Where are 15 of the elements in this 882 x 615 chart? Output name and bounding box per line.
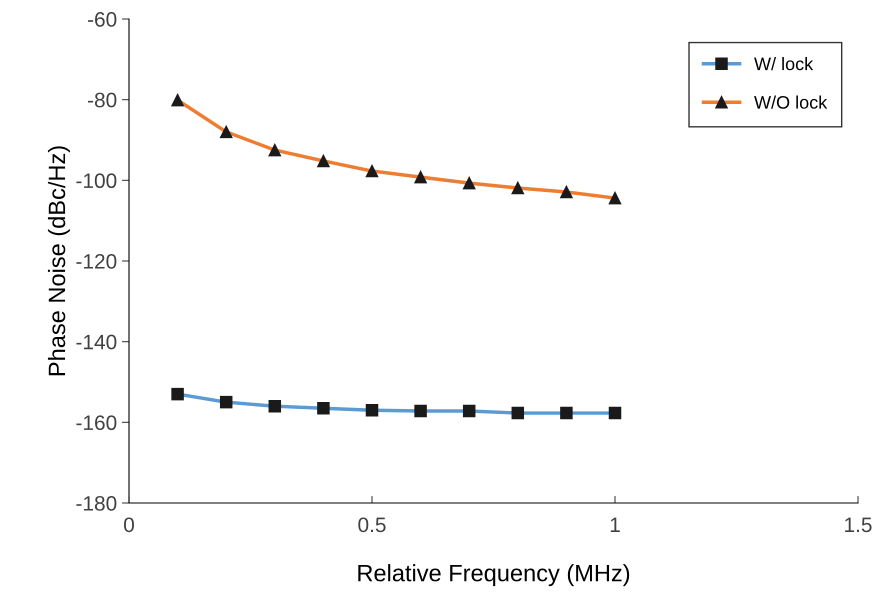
y-tick-label: -80: [88, 92, 116, 108]
x-tick-label: 1: [610, 518, 620, 532]
y-tick-label: -140: [76, 334, 116, 350]
y-tick-label: -60: [88, 12, 116, 27]
legend-label: W/ lock: [754, 56, 814, 70]
x-tick-label: 0.5: [358, 517, 386, 532]
y-tick-label: -160: [76, 415, 116, 430]
legend-label: W/O lock: [754, 95, 828, 109]
x-axis-title: Relative Frequency (MHz): [358, 564, 630, 586]
x-tick-label: 1.5: [845, 518, 872, 532]
y-tick-label: -120: [76, 254, 116, 269]
y-tick-label: -180: [76, 496, 116, 511]
x-tick-label: 0: [124, 517, 134, 532]
y-tick-label: -100: [76, 173, 116, 188]
y-axis-title: Phase Noise (dBc/Hz): [48, 146, 70, 376]
